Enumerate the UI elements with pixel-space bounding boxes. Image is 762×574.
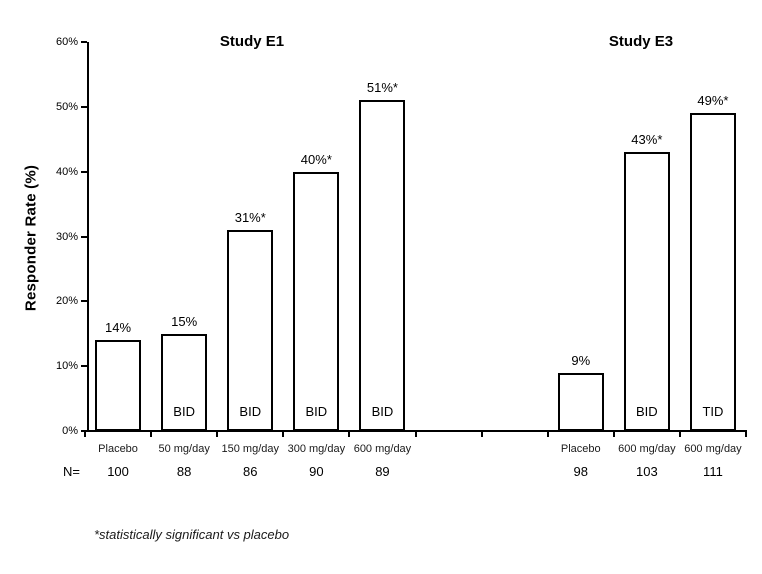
bar bbox=[689, 113, 736, 431]
bar-value-label: 15% bbox=[171, 313, 198, 329]
y-tick bbox=[81, 300, 87, 303]
y-axis-line bbox=[87, 42, 89, 432]
y-tick bbox=[81, 41, 87, 43]
x-tick bbox=[480, 431, 483, 437]
bar-value-label: 43%* bbox=[631, 132, 663, 148]
group-title-study-e1: Study E1 bbox=[219, 33, 285, 50]
bar bbox=[293, 171, 340, 431]
y-tick-label: 40% bbox=[55, 165, 78, 178]
bar-dose-label: TID bbox=[702, 404, 724, 419]
y-tick bbox=[81, 235, 87, 238]
y-tick-label: 20% bbox=[55, 295, 78, 308]
x-tick bbox=[745, 431, 747, 437]
bar-n-value: 90 bbox=[309, 464, 324, 479]
bar bbox=[359, 100, 406, 431]
y-tick-label: 60% bbox=[55, 36, 78, 48]
bar-n-value: 89 bbox=[375, 464, 390, 479]
y-tick-label: 0% bbox=[62, 425, 78, 437]
y-tick-label: 30% bbox=[55, 230, 78, 243]
bar-category-label: 150 mg/day bbox=[221, 443, 279, 455]
bar-n-value: 100 bbox=[107, 464, 129, 479]
bar-n-value: 103 bbox=[635, 464, 658, 479]
group-title-study-e3: Study E3 bbox=[608, 33, 674, 50]
bar-dose-label: BID bbox=[305, 404, 328, 419]
bar-n-value: 111 bbox=[703, 464, 723, 479]
n-equals-label: N= bbox=[63, 464, 80, 479]
bar bbox=[623, 152, 670, 431]
bar-category-label: 600 mg/day bbox=[684, 443, 742, 455]
x-tick bbox=[150, 431, 153, 437]
bar-value-label: 51%* bbox=[366, 80, 398, 96]
bar-value-label: 40%* bbox=[300, 151, 332, 167]
x-tick bbox=[612, 431, 615, 437]
bar-n-value: 88 bbox=[176, 464, 192, 479]
bar-value-label: 14% bbox=[105, 320, 132, 336]
bar-category-label: 300 mg/day bbox=[287, 443, 346, 455]
bar-category-label: Placebo bbox=[560, 443, 601, 455]
bar-category-label: 600 mg/day bbox=[618, 443, 676, 455]
x-tick bbox=[216, 431, 219, 437]
y-tick-label: 50% bbox=[55, 100, 78, 113]
bar-category-label: Placebo bbox=[98, 443, 138, 455]
x-tick bbox=[678, 431, 681, 437]
bar-dose-label: BID bbox=[239, 404, 262, 419]
y-tick bbox=[81, 105, 87, 108]
bar-category-label: 50 mg/day bbox=[158, 443, 210, 455]
bar-dose-label: BID bbox=[173, 404, 195, 419]
bar-category-label: 600 mg/day bbox=[353, 443, 412, 455]
bar bbox=[557, 372, 604, 431]
footnote: *statistically significant vs placebo bbox=[94, 527, 290, 542]
x-tick bbox=[282, 431, 285, 437]
x-tick bbox=[348, 431, 351, 437]
bar-n-value: 86 bbox=[243, 464, 258, 479]
y-tick bbox=[81, 170, 87, 173]
bar-dose-label: BID bbox=[636, 404, 658, 419]
bar bbox=[227, 230, 274, 431]
x-tick bbox=[546, 431, 549, 437]
bar-n-value: 98 bbox=[573, 464, 588, 479]
x-tick bbox=[84, 431, 86, 437]
y-tick-label: 10% bbox=[55, 360, 78, 373]
y-tick bbox=[81, 365, 87, 368]
bar bbox=[161, 333, 208, 431]
bar-value-label: 9% bbox=[571, 352, 591, 368]
bar-value-label: 49%* bbox=[697, 93, 729, 109]
bar bbox=[95, 340, 142, 431]
bar-value-label: 31%* bbox=[234, 210, 266, 226]
x-tick bbox=[414, 431, 417, 437]
bar-dose-label: BID bbox=[371, 404, 394, 419]
